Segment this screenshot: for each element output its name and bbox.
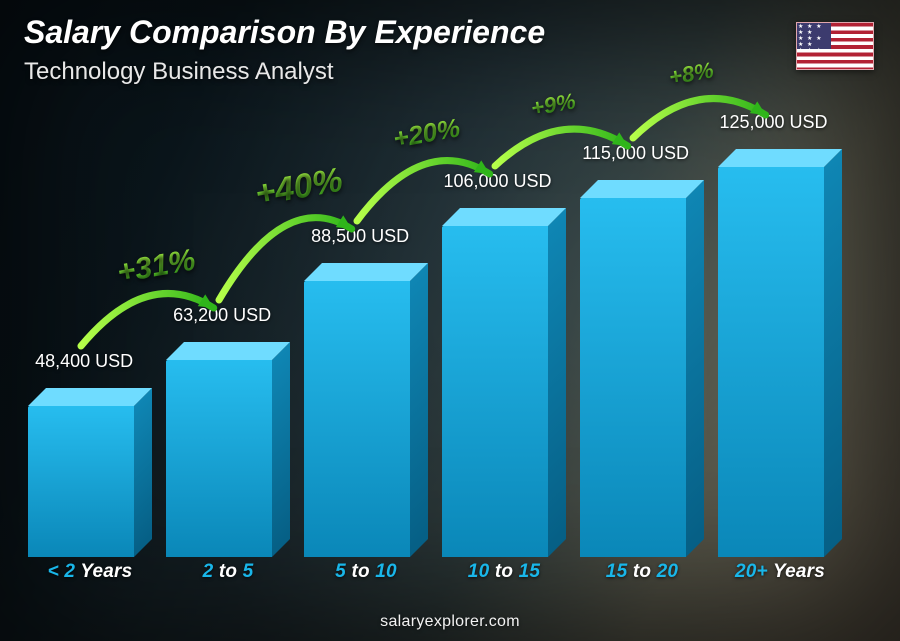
bar-4: 115,000 USD	[580, 87, 704, 557]
bar-side	[410, 263, 428, 557]
bar-value-label: 106,000 USD	[443, 171, 551, 192]
bar-front	[304, 281, 410, 557]
bar-chart: 48,400 USD 63,200 USD 88,500 USD 106,000 US…	[20, 75, 850, 595]
bar-top	[166, 342, 290, 360]
bar-value-label: 115,000 USD	[582, 143, 689, 164]
bars-container: 48,400 USD 63,200 USD 88,500 USD 106,000 US…	[20, 87, 850, 557]
infographic-stage: Salary Comparison By Experience Technolo…	[0, 0, 900, 641]
bar-value-label: 63,200 USD	[173, 305, 271, 326]
bar-side	[548, 208, 566, 557]
bar-front	[718, 167, 824, 557]
bar-1: 63,200 USD	[166, 87, 290, 557]
bar-value-label: 48,400 USD	[35, 351, 133, 372]
category-label-3: 10 to 15	[442, 561, 566, 595]
page-title: Salary Comparison By Experience	[24, 14, 545, 51]
footer-source: salaryexplorer.com	[0, 613, 900, 631]
bar-5: 125,000 USD	[718, 87, 842, 557]
bar-top	[28, 388, 152, 406]
bar-side	[824, 149, 842, 557]
category-label-0: < 2 Years	[28, 561, 152, 595]
category-label-2: 5 to 10	[304, 561, 428, 595]
increase-pct-5: +8%	[667, 57, 715, 90]
bar-side	[134, 388, 152, 557]
bar-value-label: 125,000 USD	[719, 112, 827, 133]
flag-canton: ★ ★ ★ ★ ★★ ★ ★ ★ ★★ ★ ★ ★ ★★ ★ ★ ★ ★	[797, 23, 831, 49]
bar-front	[28, 406, 134, 557]
bar-top	[718, 149, 842, 167]
bar-3: 106,000 USD	[442, 87, 566, 557]
bar-2: 88,500 USD	[304, 87, 428, 557]
bar-side	[686, 180, 704, 557]
category-label-4: 15 to 20	[580, 561, 704, 595]
category-label-1: 2 to 5	[166, 561, 290, 595]
category-label-5: 20+ Years	[718, 561, 842, 595]
bar-front	[580, 198, 686, 557]
bar-top	[442, 208, 566, 226]
category-row: < 2 Years 2 to 5 5 to 10 10 to 15 15 to 20 20…	[20, 561, 850, 595]
bar-top	[580, 180, 704, 198]
bar-front	[166, 360, 272, 557]
country-flag-us: ★ ★ ★ ★ ★★ ★ ★ ★ ★★ ★ ★ ★ ★★ ★ ★ ★ ★	[796, 22, 874, 70]
bar-top	[304, 263, 428, 281]
bar-side	[272, 342, 290, 557]
bar-front	[442, 226, 548, 557]
bar-0: 48,400 USD	[28, 87, 152, 557]
bar-value-label: 88,500 USD	[311, 226, 409, 247]
